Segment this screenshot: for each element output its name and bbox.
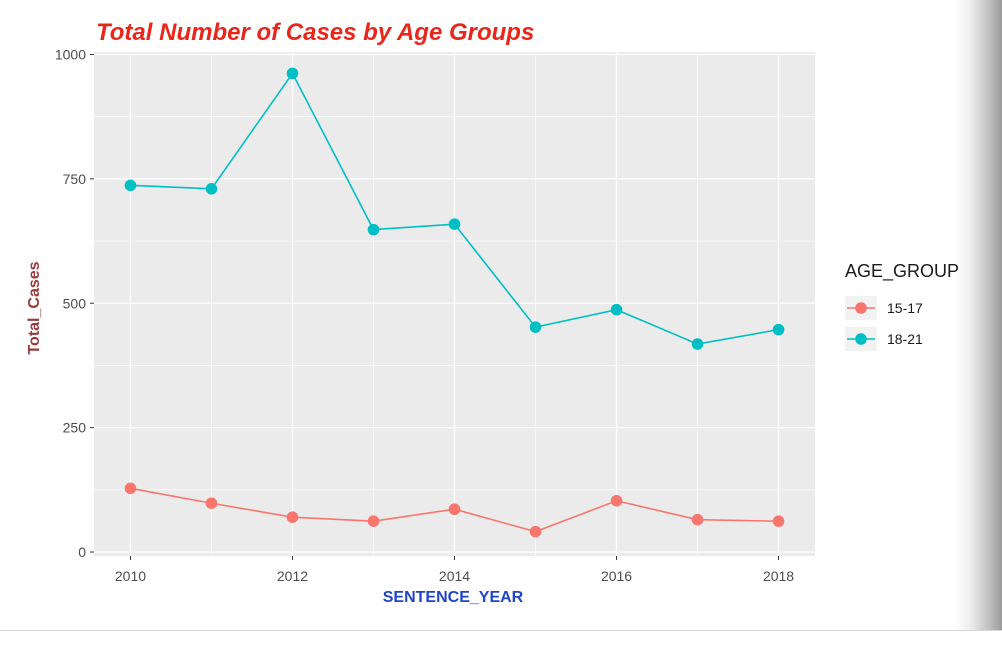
x-tick-label: 2016 <box>601 568 632 584</box>
x-axis-title: SENTENCE_YEAR <box>383 589 524 606</box>
data-point-15-17 <box>367 515 380 527</box>
y-tick-label: 250 <box>63 420 87 436</box>
data-point-18-21 <box>205 183 218 195</box>
y-tick-label: 1000 <box>55 46 86 62</box>
data-point-18-21 <box>691 338 704 350</box>
y-tick-label: 750 <box>63 171 87 187</box>
axis-ticks <box>90 53 780 560</box>
data-point-15-17 <box>529 525 542 538</box>
data-point-18-21 <box>367 223 380 236</box>
legend: AGE_GROUP 15-17 18-21 <box>836 252 959 362</box>
data-point-15-17 <box>286 511 299 523</box>
legend-marker-15-17 <box>855 302 867 314</box>
chart-title: Total Number of Cases by Age Groups <box>96 19 534 46</box>
chart-frame <box>0 630 1002 631</box>
legend-marker-18-21 <box>855 333 867 345</box>
data-point-18-21 <box>286 67 299 80</box>
x-tick-label: 2014 <box>439 568 470 584</box>
legend-label-18-21: 18-21 <box>887 331 923 347</box>
data-point-18-21 <box>124 179 137 192</box>
data-point-18-21 <box>529 321 542 333</box>
data-point-15-17 <box>205 497 218 510</box>
y-tick-label: 500 <box>63 295 87 311</box>
x-tick-label: 2018 <box>763 568 794 584</box>
y-tick-label: 0 <box>78 544 86 560</box>
data-point-18-21 <box>610 303 623 316</box>
y-axis-title: Total_Cases <box>26 261 43 354</box>
legend-title: AGE_GROUP <box>845 261 959 282</box>
data-point-15-17 <box>448 503 461 516</box>
x-tick-label: 2012 <box>277 568 308 584</box>
data-point-18-21 <box>772 323 785 336</box>
data-point-15-17 <box>610 494 623 507</box>
x-tick-label: 2010 <box>115 568 146 584</box>
window-edge-shadow <box>955 0 1002 630</box>
y-tick-labels: 0 250 500 750 1000 <box>55 46 86 560</box>
data-point-15-17 <box>772 515 785 527</box>
line-chart: Total Number of Cases by Age Groups 0 250… <box>26 19 959 606</box>
legend-label-15-17: 15-17 <box>887 300 923 316</box>
data-point-15-17 <box>691 513 704 526</box>
data-point-15-17 <box>124 482 137 495</box>
x-tick-labels: 2010 2012 2014 2016 2018 <box>115 568 794 584</box>
data-point-18-21 <box>448 218 461 230</box>
series-layer <box>124 67 785 538</box>
